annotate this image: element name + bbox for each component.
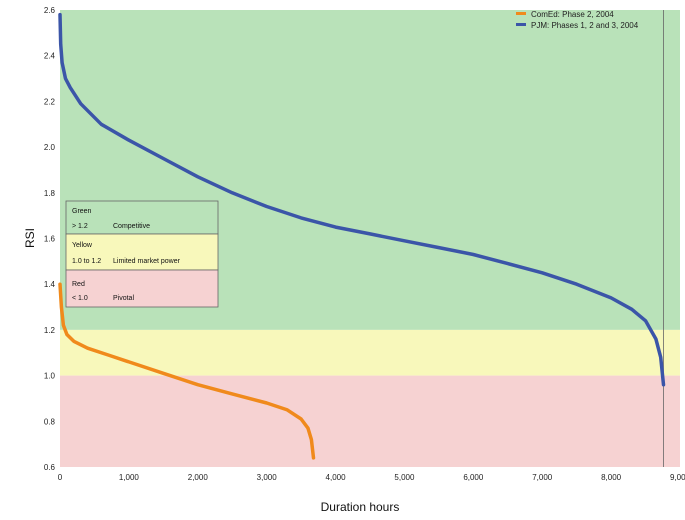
y-tick-label: 2.2 xyxy=(44,97,56,106)
x-tick-label: 3,000 xyxy=(257,473,278,482)
y-tick-label: 2.0 xyxy=(44,143,56,152)
legend: ComEd: Phase 2, 2004 PJM: Phases 1, 2 an… xyxy=(516,10,639,30)
key-green-range: > 1.2 xyxy=(72,223,88,230)
rsi-key-box: Green > 1.2 Competitive Yellow 1.0 to 1.… xyxy=(65,200,219,308)
x-axis-title: Duration hours xyxy=(321,500,400,514)
key-red-range: < 1.0 xyxy=(72,295,88,302)
legend-label-pjm: PJM: Phases 1, 2 and 3, 2004 xyxy=(531,21,639,30)
key-green-desc: Competitive xyxy=(113,223,150,230)
y-tick-label: 2.4 xyxy=(44,52,56,61)
x-tick-label: 6,000 xyxy=(463,473,484,482)
band-yellow xyxy=(60,329,680,376)
x-tick-label: 2,000 xyxy=(188,473,209,482)
x-tick-label: 4,000 xyxy=(326,473,347,482)
y-tick-label: 1.8 xyxy=(44,189,56,198)
legend-swatch-pjm xyxy=(516,23,526,26)
y-tick-label: 1.0 xyxy=(44,372,56,381)
x-tick-label: 9,000 xyxy=(670,473,685,482)
y-axis-ticks: 0.6 0.8 1.0 1.2 1.4 1.6 1.8 2.0 2.2 2.4 2.6 xyxy=(44,6,56,472)
series-line-comed xyxy=(58,282,316,460)
legend-label-comed: ComEd: Phase 2, 2004 xyxy=(531,10,614,19)
series-line-pjm xyxy=(58,12,666,387)
x-tick-label: 8,000 xyxy=(601,473,622,482)
key-red-row xyxy=(65,269,219,308)
x-tick-label: 7,000 xyxy=(532,473,553,482)
x-tick-label: 0 xyxy=(58,473,63,482)
key-red-title: Red xyxy=(72,281,85,288)
y-tick-label: 1.2 xyxy=(44,326,56,335)
y-tick-label: 0.8 xyxy=(44,417,56,426)
legend-swatch-comed xyxy=(516,12,526,15)
key-yellow-desc: Limited market power xyxy=(113,258,181,265)
y-tick-label: 1.4 xyxy=(44,280,56,289)
x-tick-label: 1,000 xyxy=(119,473,140,482)
band-red xyxy=(60,375,680,467)
y-tick-label: 2.6 xyxy=(44,6,56,15)
key-yellow-title: Yellow xyxy=(72,242,93,249)
y-tick-label: 1.6 xyxy=(44,235,56,244)
series-lines xyxy=(58,12,666,460)
key-yellow-range: 1.0 to 1.2 xyxy=(72,258,101,265)
y-tick-label: 0.6 xyxy=(44,463,56,472)
key-red-desc: Pivotal xyxy=(113,295,134,302)
key-yellow-row xyxy=(65,233,219,271)
x-axis-ticks: 0 1,000 2,000 3,000 4,000 5,000 6,000 7,000 8,00… xyxy=(58,473,685,482)
key-green-title: Green xyxy=(72,208,92,215)
x-tick-label: 5,000 xyxy=(394,473,415,482)
y-axis-title: RSI xyxy=(23,228,37,248)
key-green-row xyxy=(65,200,219,235)
